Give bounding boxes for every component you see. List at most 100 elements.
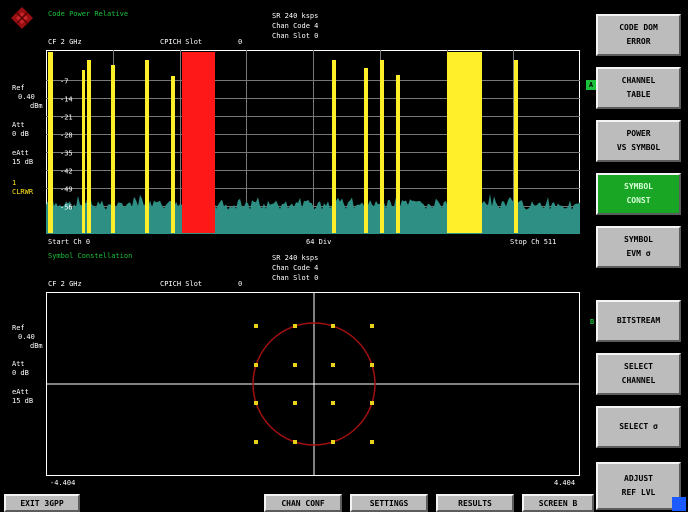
softkey-label-2: TABLE bbox=[626, 90, 651, 99]
softkey-select-channel[interactable]: SELECT CHANNEL bbox=[596, 353, 681, 395]
top-slot-label: CPICH Slot bbox=[160, 38, 203, 46]
status-indicator bbox=[672, 497, 686, 511]
channel-bar bbox=[380, 60, 384, 233]
constellation-point bbox=[370, 363, 374, 367]
constellation-point bbox=[254, 324, 258, 328]
bottom-sr: SR 240 ksps bbox=[272, 254, 319, 262]
bottom-chan-slot: Chan Slot 0 bbox=[272, 274, 319, 282]
top-div: 64 Div bbox=[306, 238, 332, 246]
y-tick-label: -28 bbox=[60, 132, 73, 140]
softkey-label-1: SYMBOL bbox=[624, 182, 653, 191]
constellation-point bbox=[293, 401, 297, 405]
constellation-point bbox=[370, 440, 374, 444]
constellation-point bbox=[331, 324, 335, 328]
top-eatt-value: 15 dB bbox=[12, 158, 34, 166]
softkey-label-2: ERROR bbox=[626, 37, 651, 46]
softkey-label-1: SYMBOL bbox=[624, 235, 653, 244]
top-att-label: Att bbox=[12, 121, 25, 129]
y-tick-label: -49 bbox=[60, 186, 73, 194]
channel-bar bbox=[87, 60, 91, 233]
softkey-code-dom-error[interactable]: CODE DOM ERROR bbox=[596, 14, 681, 56]
top-ref-label: Ref bbox=[12, 84, 25, 92]
softkey-label-1: SELECT σ bbox=[619, 422, 658, 431]
constellation-point bbox=[293, 363, 297, 367]
bottom-eatt-label: eAtt bbox=[12, 388, 29, 396]
y-tick-label: -56 bbox=[60, 204, 73, 212]
constellation-point bbox=[370, 324, 374, 328]
constellation-point bbox=[254, 363, 258, 367]
softkey-label-2: VS SYMBOL bbox=[616, 143, 661, 152]
channel-bar bbox=[145, 60, 149, 233]
bottom-ref-unit: dBm bbox=[30, 342, 43, 350]
softkey-channel-table[interactable]: CHANNEL TABLE bbox=[596, 67, 681, 109]
y-tick-label: -7 bbox=[60, 78, 68, 86]
x-max-label: 4.404 bbox=[554, 479, 576, 487]
bottom-att-label: Att bbox=[12, 360, 25, 368]
constellation-point bbox=[293, 324, 297, 328]
top-eatt-label: eAtt bbox=[12, 149, 29, 157]
bottom-chan-code: Chan Code 4 bbox=[272, 264, 319, 272]
selected-channel-bar bbox=[182, 52, 215, 233]
softkey-label-2: EVM σ bbox=[626, 249, 651, 258]
bottom-eatt-value: 15 dB bbox=[12, 397, 34, 405]
code-power-diagram: -7 -14 -21 -28 -35 -42 -49 -56 bbox=[46, 50, 580, 234]
unit-circle bbox=[252, 322, 376, 446]
bottom-ref-label: Ref bbox=[12, 324, 25, 332]
softkey-adjust-ref-lvl[interactable]: ADJUST REF LVL bbox=[596, 462, 681, 510]
constellation-diagram bbox=[46, 292, 580, 476]
softkey-label-2: CONST bbox=[626, 196, 651, 205]
softkey-select[interactable]: SELECT σ bbox=[596, 406, 681, 448]
chan-conf-button[interactable]: CHAN CONF bbox=[264, 494, 342, 512]
top-chan-slot: Chan Slot 0 bbox=[272, 32, 319, 40]
softkey-label-2: CHANNEL bbox=[621, 376, 656, 385]
channel-bar bbox=[514, 60, 518, 233]
top-ref-value: 0.40 bbox=[18, 93, 35, 101]
trace-number: 1 bbox=[12, 179, 17, 187]
bottom-slot-label: CPICH Slot bbox=[160, 280, 203, 288]
settings-button[interactable]: SETTINGS bbox=[350, 494, 428, 512]
softkey-bitstream[interactable]: BITSTREAM bbox=[596, 300, 681, 342]
constellation-point bbox=[331, 401, 335, 405]
top-start: Start Ch 0 bbox=[48, 238, 91, 246]
x-min-label: -4.404 bbox=[50, 479, 76, 487]
noise-floor bbox=[46, 194, 580, 234]
top-slot-value: 0 bbox=[238, 38, 243, 46]
results-button[interactable]: RESULTS bbox=[436, 494, 514, 512]
y-tick-label: -21 bbox=[60, 114, 73, 122]
softkey-symbol-const[interactable]: SYMBOL CONST bbox=[596, 173, 681, 215]
marker-a-badge: A bbox=[586, 80, 596, 90]
softkey-label-1: ADJUST bbox=[624, 474, 653, 483]
softkey-label-1: BITSTREAM bbox=[616, 316, 661, 325]
bottom-cf: CF 2 GHz bbox=[48, 280, 82, 288]
top-chan-code: Chan Code 4 bbox=[272, 22, 319, 30]
top-cf: CF 2 GHz bbox=[48, 38, 82, 46]
softkey-label-1: CODE DOM bbox=[619, 23, 658, 32]
softkey-power-vs-symbol[interactable]: POWER VS SYMBOL bbox=[596, 120, 681, 162]
softkey-label-1: CHANNEL bbox=[621, 76, 656, 85]
constellation-point bbox=[254, 401, 258, 405]
channel-bar bbox=[82, 70, 85, 233]
exit-3gpp-button[interactable]: EXIT 3GPP bbox=[4, 494, 80, 512]
trace-mode: CLRWR bbox=[12, 188, 34, 196]
bottom-ref-value: 0.40 bbox=[18, 333, 35, 341]
bottom-att-value: 0 dB bbox=[12, 369, 29, 377]
marker-b-badge: B bbox=[590, 318, 595, 326]
top-stop: Stop Ch 511 bbox=[510, 238, 557, 246]
y-tick-label: -35 bbox=[60, 150, 73, 158]
softkey-label-2: REF LVL bbox=[621, 488, 656, 497]
bottom-title: Symbol Constellation bbox=[48, 252, 133, 260]
softkey-label-1: SELECT bbox=[624, 362, 653, 371]
y-tick-label: -42 bbox=[60, 168, 73, 176]
constellation-point bbox=[293, 440, 297, 444]
softkey-symbol-evm[interactable]: SYMBOL EVM σ bbox=[596, 226, 681, 268]
top-title: Code Power Relative bbox=[48, 10, 129, 18]
softkey-label-1: POWER bbox=[626, 129, 651, 138]
constellation-point bbox=[331, 440, 335, 444]
channel-bar bbox=[447, 52, 482, 233]
constellation-point bbox=[370, 401, 374, 405]
screen-b-button[interactable]: SCREEN B bbox=[522, 494, 594, 512]
top-ref-unit: dBm bbox=[30, 102, 43, 110]
channel-bar bbox=[111, 65, 115, 233]
channel-bar bbox=[396, 75, 400, 233]
channel-bar bbox=[364, 68, 368, 233]
